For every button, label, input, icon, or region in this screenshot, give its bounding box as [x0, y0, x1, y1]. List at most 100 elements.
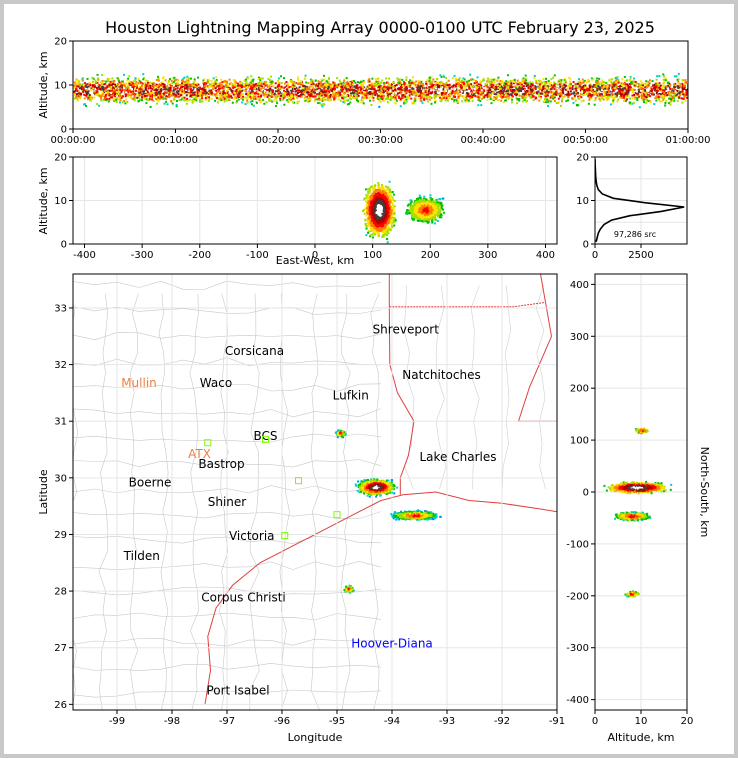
ta-source-point [213, 91, 216, 94]
ta-source-point [387, 88, 390, 91]
ta-source-point [86, 77, 89, 80]
ta-source-point [218, 93, 221, 96]
ta-source-point [441, 84, 444, 87]
ta-source-point [465, 88, 468, 91]
ta-source-point [525, 85, 528, 88]
ta-source-point [594, 97, 597, 100]
ta-source-point [598, 82, 601, 85]
ta-source-point [165, 100, 168, 103]
ta-source-point [439, 96, 442, 99]
ta-source-point [670, 94, 673, 97]
ta-source-point [446, 97, 449, 100]
ta-source-point [493, 80, 496, 83]
ta-source-point [267, 77, 270, 80]
ta-source-point [233, 95, 236, 98]
ta-source-point [301, 89, 304, 92]
ta-source-point [175, 94, 178, 97]
ta-source-point [662, 91, 665, 94]
ta-source-point [116, 83, 119, 86]
ta-source-point [123, 85, 126, 88]
ta-source-point [576, 104, 579, 107]
ta-source-point [167, 89, 170, 92]
ta-source-point [85, 105, 88, 108]
ta-source-point [516, 79, 519, 82]
ta-source-point [240, 84, 243, 87]
ta-source-point [293, 85, 296, 88]
ta-source-point [560, 79, 563, 82]
ta-source-point [508, 90, 511, 93]
ta-source-point [245, 81, 248, 84]
ta-source-point [583, 91, 586, 94]
ta-source-point [647, 93, 650, 96]
ta-source-point [315, 87, 318, 90]
ta-source-point [593, 103, 596, 106]
ta-source-point [559, 82, 562, 85]
ta-source-point [301, 83, 304, 86]
ta-source-point [581, 86, 584, 89]
ta-source-point [337, 90, 340, 93]
ta-source-point [569, 90, 572, 93]
ta-source-point [483, 96, 486, 99]
ta-source-point [652, 90, 655, 93]
ta-source-point [368, 80, 371, 83]
ta-source-point [303, 77, 306, 80]
ta-source-point [611, 92, 614, 95]
ta-source-point [419, 90, 422, 93]
ta-source-point [155, 83, 158, 86]
ta-source-point [672, 87, 675, 90]
ta-source-point [544, 86, 547, 89]
ta-source-point [663, 87, 666, 90]
ta-source-point [506, 95, 509, 98]
ta-source-point [249, 91, 252, 94]
ta-source-point [251, 100, 254, 103]
ta-source-point [529, 87, 532, 90]
ta-source-point [486, 87, 489, 90]
ta-source-point [240, 83, 243, 86]
ta-source-point [665, 99, 668, 102]
ta-source-point [228, 97, 231, 100]
ta-source-point [480, 87, 483, 90]
ta-source-point [101, 91, 104, 94]
ta-source-point [320, 78, 323, 81]
ta-source-point [524, 82, 527, 85]
ta-source-point [552, 93, 555, 96]
ta-source-point [195, 85, 198, 88]
ta-source-point [98, 88, 101, 91]
ta-source-point [590, 84, 593, 87]
ta-source-point [174, 95, 177, 98]
ta-source-point [602, 98, 605, 101]
ta-source-point [151, 92, 154, 95]
ta-source-point [507, 92, 510, 95]
ta-source-point [366, 87, 369, 90]
ta-source-point [234, 83, 237, 86]
ta-source-point [92, 91, 95, 94]
ta-source-point [74, 90, 77, 93]
ta-source-point [166, 103, 169, 106]
ta-source-point [512, 82, 515, 85]
ta-source-point [455, 86, 458, 89]
ta-source-point [500, 82, 503, 85]
ta-source-point [182, 85, 185, 88]
ta-source-point [564, 94, 567, 97]
ta-source-point [253, 84, 256, 87]
ta-source-point [267, 92, 270, 95]
ta-source-point [347, 86, 350, 89]
ta-source-point [605, 97, 608, 100]
ta-source-point [640, 97, 643, 100]
ta-source-point [220, 83, 223, 86]
ta-source-point [417, 91, 420, 94]
ta-source-point [386, 96, 389, 99]
ta-source-point [322, 74, 325, 77]
ta-source-point [627, 88, 630, 91]
ta-source-point [246, 89, 249, 92]
ta-source-point [472, 86, 475, 89]
ta-source-point [506, 88, 509, 91]
figure-frame: Houston Lightning Mapping Array 0000-010… [4, 4, 734, 754]
ta-source-point [604, 91, 607, 94]
ta-source-point [418, 97, 421, 100]
ta-source-point [296, 102, 299, 105]
ta-source-point [558, 89, 561, 92]
ta-source-point [233, 97, 236, 100]
ta-source-point [502, 90, 505, 93]
ta-source-point [124, 95, 127, 98]
